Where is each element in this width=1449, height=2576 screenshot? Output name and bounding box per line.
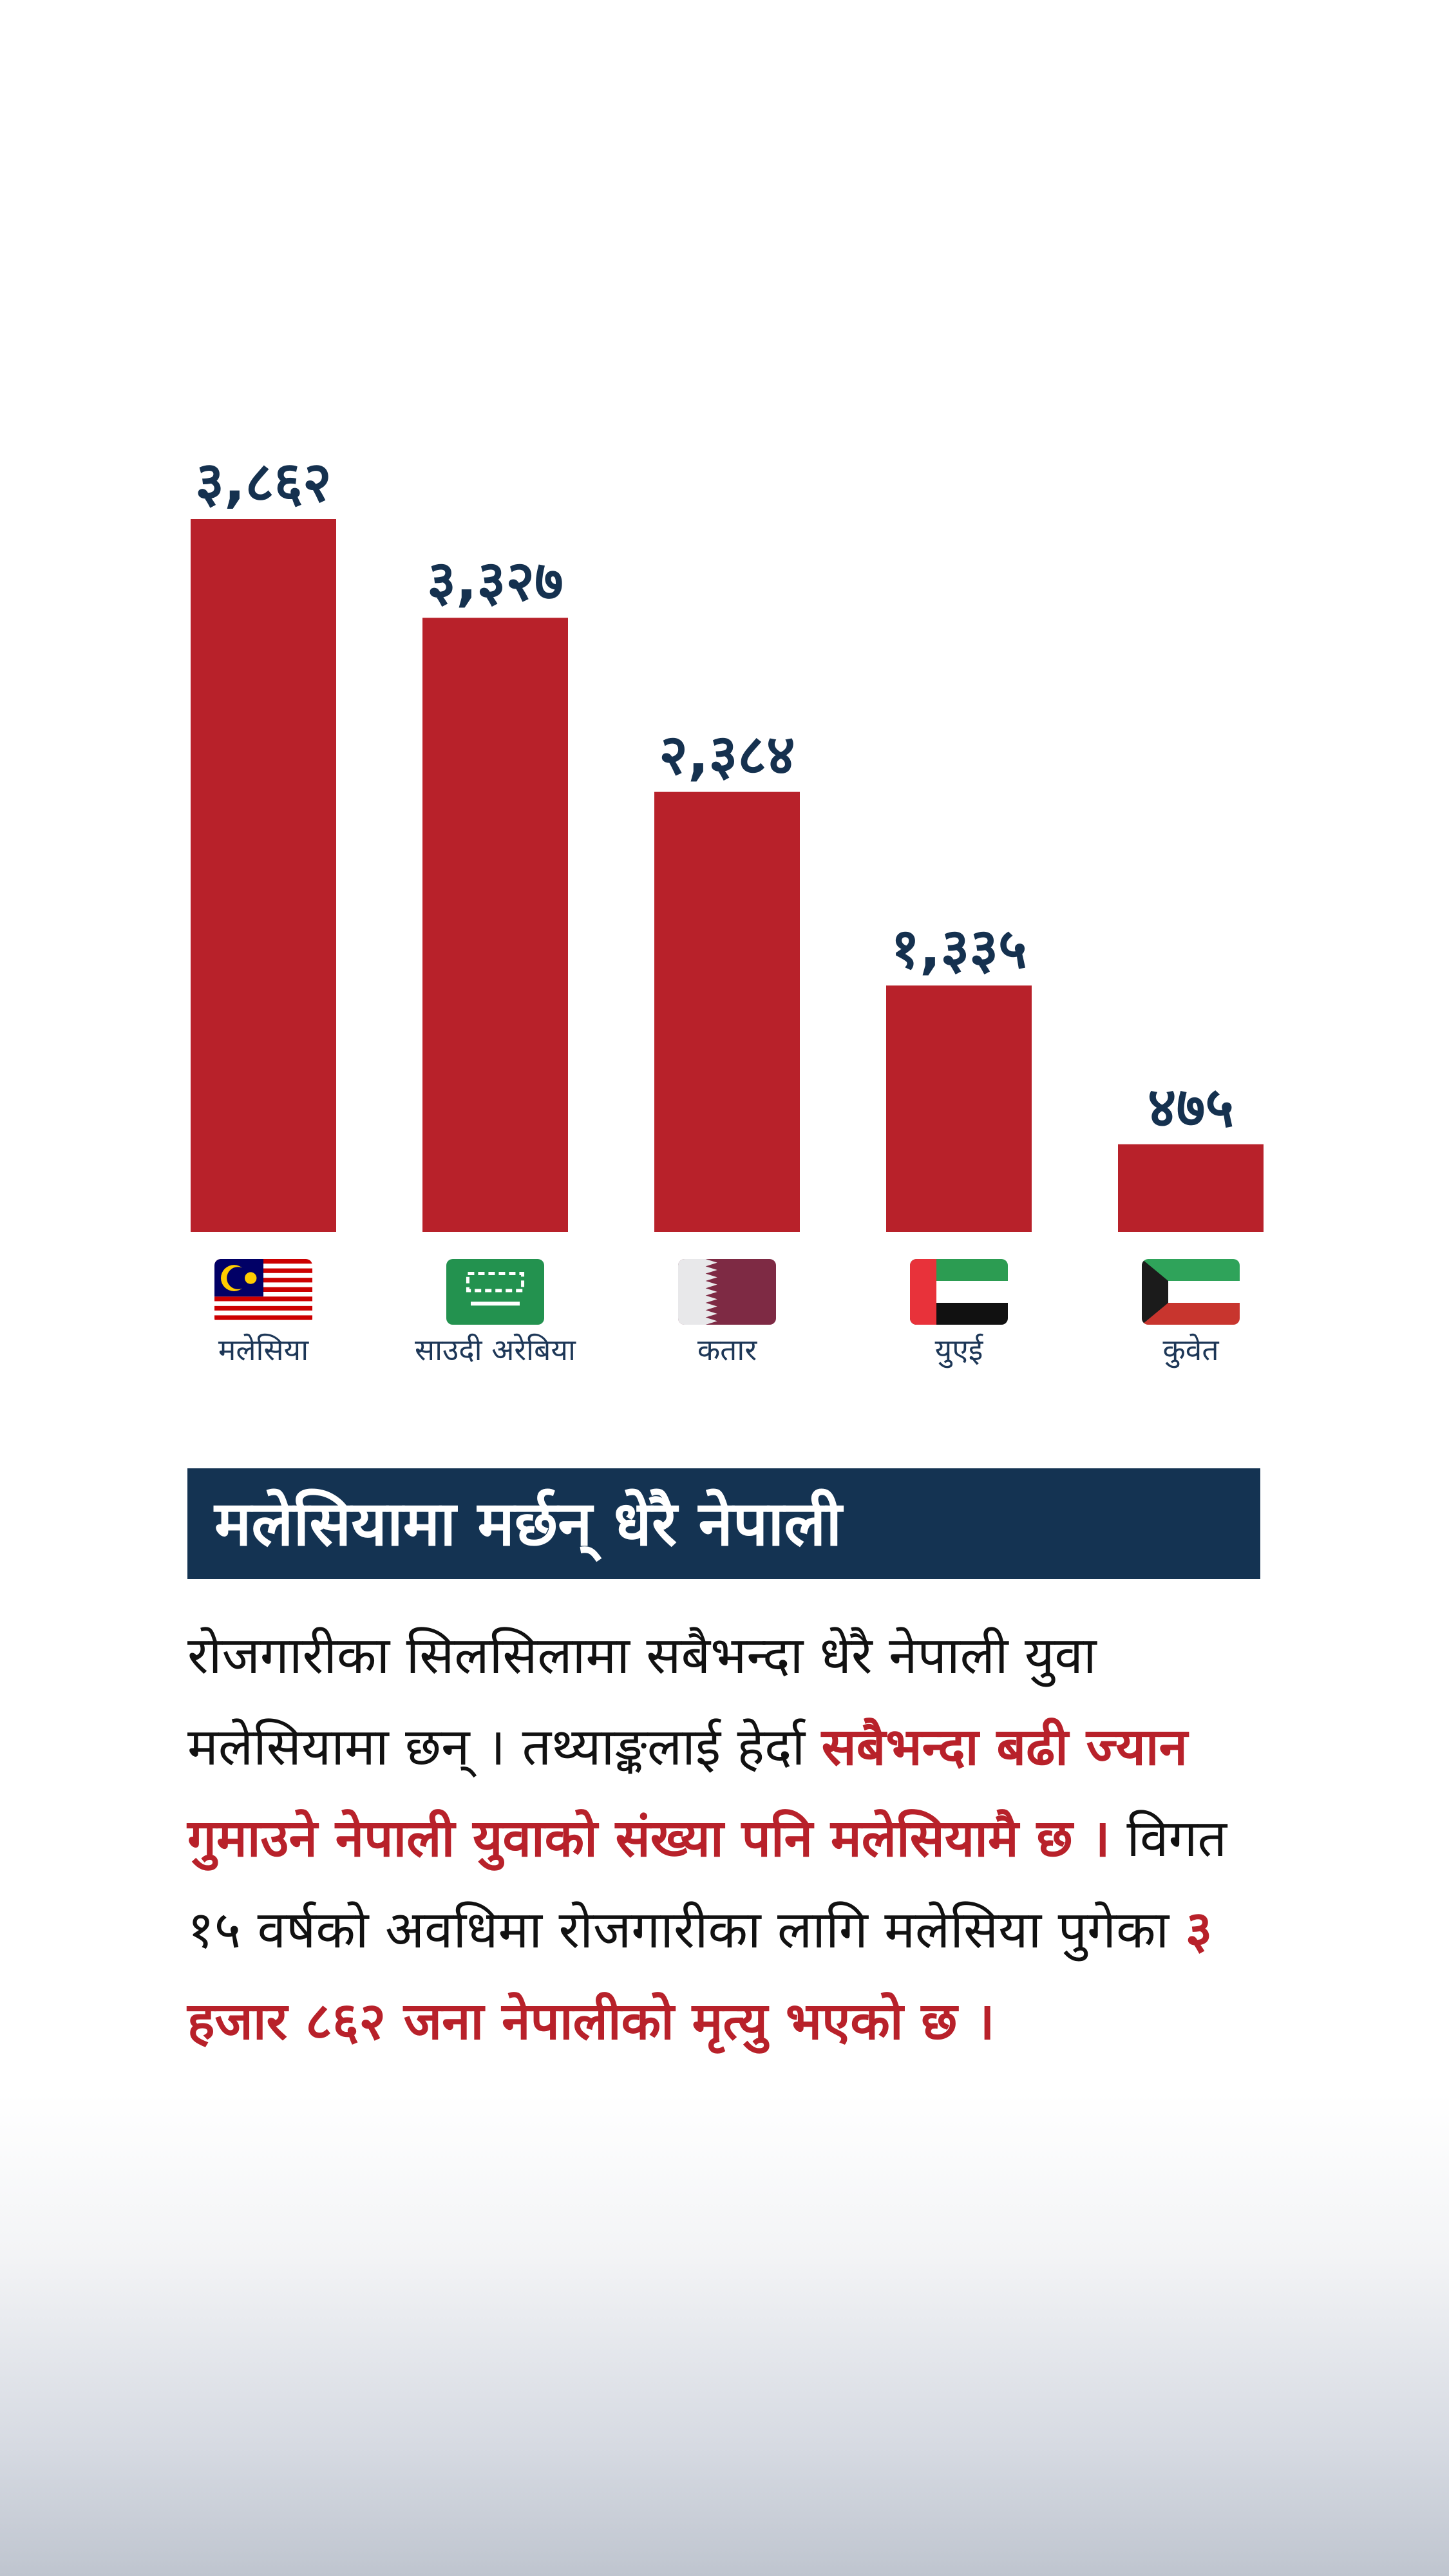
bar <box>654 791 800 1232</box>
body-highlight-1: सबैभन्दा बढी ज्यान गुमाउने नेपाली युवाको… <box>187 1717 1188 1868</box>
malaysia-flag-icon <box>214 1259 312 1325</box>
saudi-arabia-flag-icon <box>446 1259 544 1325</box>
category-label: कुवेत <box>1162 1332 1219 1368</box>
bar <box>422 618 568 1232</box>
kuwait-flag-icon <box>1142 1259 1240 1325</box>
bar <box>886 985 1032 1232</box>
body-paragraph: रोजगारीका सिलसिलामा सबैभन्दा धेरै नेपाली… <box>187 1610 1269 2067</box>
value-label: ४७५ <box>1148 1075 1234 1140</box>
body-text-1: रोजगारीका सिलसिलामा सबैभन्दा धेरै नेपाली… <box>187 1625 1097 1777</box>
category-label: मलेसिया <box>218 1332 309 1367</box>
value-label: २,३८४ <box>659 723 795 788</box>
qatar-flag-icon <box>678 1259 776 1325</box>
uae-flag-icon <box>910 1259 1008 1325</box>
bar <box>1118 1144 1264 1232</box>
bar <box>191 519 336 1232</box>
category-label: कतार <box>697 1332 757 1367</box>
headline: मलेसियामा मर्छन् धेरै नेपाली <box>214 1488 842 1560</box>
headline-banner: मलेसियामा मर्छन् धेरै नेपाली <box>187 1468 1260 1579</box>
body-text-2: विगत १५ वर्षको अवधिमा रोजगारीका लागि मले… <box>187 1808 1227 1960</box>
bar-chart: ३,८६२ ३,३२७ २,३८४ १,३३५ ४७५ मलेसिया साउदी अरे… <box>191 450 1264 1368</box>
value-label: ३,८६२ <box>195 450 332 515</box>
category-label: साउदी अरेबिया <box>415 1332 576 1367</box>
value-label: १,३३५ <box>891 916 1027 981</box>
category-label: युएई <box>935 1332 984 1368</box>
value-label: ३,३२७ <box>427 549 564 613</box>
body-highlight-2: ३ हजार ८६२ जना नेपालीको मृत्यु भएको छ । <box>187 1900 1213 2051</box>
